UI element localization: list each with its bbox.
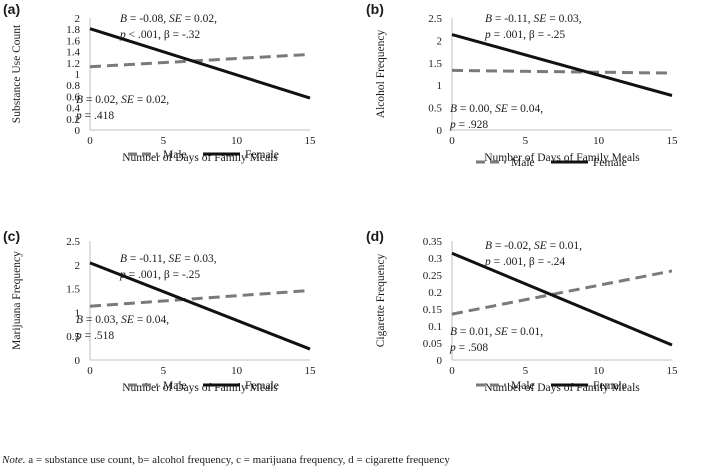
note-text: a = substance use count, b= alcohol freq…: [25, 454, 450, 466]
annotation-male: p = .418: [75, 110, 114, 122]
panel-label: (a): [3, 1, 20, 17]
x-tick-label: 5: [161, 365, 167, 377]
y-tick-label: 0: [437, 125, 443, 137]
x-tick-label: 5: [523, 365, 529, 377]
annotation-female: p = .001, β = -.25: [119, 269, 200, 281]
chart-panel-b: (b) 0 0.5 1 1.5 2 2.5 0 5 10 15 Number of Days of F…: [366, 1, 678, 169]
y-tick-label: 0.2: [428, 287, 442, 299]
legend-label-female: Female: [593, 157, 627, 169]
legend-label-male: Male: [163, 380, 187, 392]
y-tick-label: 0.15: [423, 304, 443, 316]
x-tick-label: 10: [231, 365, 243, 377]
legend-label-female: Female: [245, 149, 279, 161]
y-tick-label: 0.8: [66, 80, 80, 92]
annotation-male: B = 0.00, SE = 0.04,: [450, 103, 543, 115]
series-line-female: [451, 33, 673, 97]
legend-label-male: Male: [511, 380, 535, 392]
series-line-male: [451, 68, 673, 75]
series-line-male: [451, 269, 673, 316]
x-tick-label: 0: [87, 365, 93, 377]
annotation-female: p < .001, β = -.32: [119, 29, 200, 41]
y-axis-title: Cigarette Frequency: [375, 253, 387, 347]
y-axis-title: Alcohol Frequency: [375, 30, 387, 119]
annotation-male: B = 0.01, SE = 0.01,: [450, 326, 543, 338]
y-tick-label: 1: [75, 69, 81, 81]
x-tick-label: 5: [523, 135, 529, 147]
x-tick-label: 10: [231, 135, 243, 147]
annotation-female: B = -0.08, SE = 0.02,: [120, 13, 217, 25]
panel-label: (d): [366, 228, 384, 244]
x-tick-label: 15: [667, 365, 679, 377]
y-tick-label: 1.6: [66, 35, 80, 47]
annotation-male: p = .518: [75, 330, 114, 342]
y-tick-label: 0.25: [423, 270, 443, 282]
y-tick-label: 0.3: [428, 253, 442, 265]
y-tick-label: 2: [75, 13, 81, 25]
series-line-male: [89, 289, 311, 308]
y-tick-label: 1.8: [66, 24, 80, 36]
y-tick-label: 1: [437, 80, 443, 92]
y-tick-label: 0.1: [428, 321, 442, 333]
legend-label-female: Female: [593, 380, 627, 392]
x-tick-label: 0: [87, 135, 93, 147]
y-axis-title: Substance Use Count: [11, 24, 23, 123]
annotation-male: B = 0.02, SE = 0.02,: [76, 94, 169, 106]
y-tick-label: 0.2: [66, 114, 80, 126]
y-tick-label: 0: [75, 355, 81, 367]
x-tick-label: 15: [305, 365, 317, 377]
x-tick-label: 15: [667, 135, 679, 147]
x-tick-label: 10: [593, 135, 605, 147]
annotation-male: B = 0.03, SE = 0.04,: [76, 314, 169, 326]
annotation-female: B = -0.02, SE = 0.01,: [485, 240, 582, 252]
panel-label: (b): [366, 1, 384, 17]
annotation-female: p = .001, β = -.24: [484, 256, 565, 268]
y-tick-label: 2: [437, 35, 443, 47]
x-tick-label: 10: [593, 365, 605, 377]
legend-label-female: Female: [245, 380, 279, 392]
y-tick-label: 1: [75, 307, 81, 319]
series-line-female: [89, 27, 311, 100]
y-tick-label: 0: [75, 125, 81, 137]
x-axis-title: Number of Days of Family Meals: [484, 152, 640, 164]
y-tick-label: 0.5: [66, 331, 80, 343]
chart-panel-a: (a)00.20.40.60.811.21.41.61.820 5 10 15Numb…: [3, 1, 316, 164]
annotation-male: p = .508: [449, 342, 488, 354]
annotation-female: B = -0.11, SE = 0.03,: [120, 253, 217, 265]
x-axis-title: Number of Days of Family Meals: [484, 382, 640, 394]
legend-label-male: Male: [511, 157, 535, 169]
y-tick-label: 2.5: [66, 236, 80, 248]
y-tick-label: 1.2: [66, 58, 80, 70]
y-tick-label: 1.5: [428, 58, 442, 70]
y-tick-label: 0.35: [423, 236, 443, 248]
legend-label-male: Male: [163, 149, 187, 161]
x-tick-label: 15: [305, 135, 317, 147]
annotation-female: B = -0.11, SE = 0.03,: [485, 13, 582, 25]
series-line-female: [89, 261, 311, 351]
y-tick-label: 2.5: [428, 13, 442, 25]
x-tick-label: 5: [161, 135, 167, 147]
figure-note: Note. a = substance use count, b= alcoho…: [2, 454, 450, 466]
x-tick-label: 0: [449, 135, 455, 147]
chart-panel-d: (d) 0 0.05 0.1 0.15 0.2 0.25 0.3 0.35 0 5 10 15 Numbe…: [366, 228, 678, 394]
y-tick-label: 0.4: [66, 103, 80, 115]
series-line-male: [89, 52, 311, 69]
panel-label: (c): [3, 228, 20, 244]
annotation-male: p = .928: [449, 119, 488, 131]
y-tick-label: 1.4: [66, 47, 80, 59]
y-tick-label: 0.6: [66, 91, 80, 103]
note-prefix: Note.: [2, 454, 26, 466]
y-tick-label: 2: [75, 260, 81, 272]
y-tick-label: 0: [437, 355, 443, 367]
y-tick-label: 0.5: [428, 103, 442, 115]
x-tick-label: 0: [449, 365, 455, 377]
y-tick-label: 1.5: [66, 284, 80, 296]
series-line-female: [451, 251, 673, 347]
y-axis-title: Marijuana Frequency: [11, 251, 23, 350]
annotation-female: p = .001, β = -.25: [484, 29, 565, 41]
y-tick-label: 0.05: [423, 338, 443, 350]
